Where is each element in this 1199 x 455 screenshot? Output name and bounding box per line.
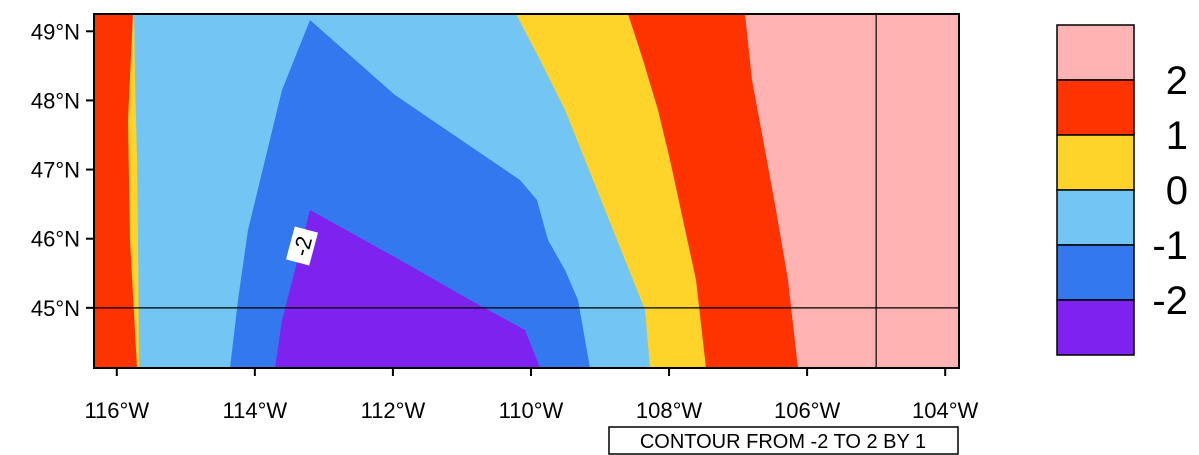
latitude-tick-label: 47°N xyxy=(31,158,80,183)
plot-frame xyxy=(93,13,960,369)
contour-fill-layer xyxy=(94,14,959,368)
legend-swatch xyxy=(1056,79,1135,136)
longitude-tick-label: 110°W xyxy=(499,398,564,423)
contour-info-box: CONTOUR FROM -2 TO 2 BY 1 xyxy=(608,426,959,455)
latitude-tick-label: 48°N xyxy=(31,88,80,113)
contour-label-box xyxy=(286,226,318,266)
legend-swatch xyxy=(1056,189,1135,246)
contour-info-text: CONTOUR FROM -2 TO 2 BY 1 xyxy=(640,431,926,453)
longitude-tick-label: 116°W xyxy=(84,398,149,423)
legend-level-label: 2 xyxy=(1166,59,1188,103)
legend-swatch xyxy=(1056,299,1135,356)
latitude-tick-label: 45°N xyxy=(31,296,80,321)
longitude-tick-label: 114°W xyxy=(223,398,288,423)
legend-level-label: 1 xyxy=(1166,114,1188,158)
contour-band-west-red xyxy=(94,14,137,368)
color-legend: 2 1 0 -1 -2 xyxy=(1056,24,1188,356)
longitude-tick-label: 104°W xyxy=(912,398,979,423)
legend-level-label: -2 xyxy=(1152,279,1188,323)
legend-swatch xyxy=(1056,134,1135,191)
legend-swatch xyxy=(1056,24,1135,81)
latitude-tick-label: 49°N xyxy=(31,19,80,44)
longitude-tick-label: 112°W xyxy=(361,398,426,423)
legend-level-label: 0 xyxy=(1166,169,1188,213)
longitude-tick-label: 106°W xyxy=(774,398,841,423)
contour-band-minus2-to-minus1-core xyxy=(275,210,540,368)
longitude-axis: 116°W 114°W 112°W 110°W 108°W 106°W 104°W xyxy=(84,368,979,423)
legend-level-label: -1 xyxy=(1152,224,1188,268)
latitude-tick-label: 46°N xyxy=(31,227,80,252)
reference-lines xyxy=(94,14,959,368)
longitude-tick-label: 108°W xyxy=(636,398,703,423)
contour-info-frame xyxy=(608,426,959,455)
contour-line-label: -2 xyxy=(286,226,318,266)
legend-swatch xyxy=(1056,244,1135,301)
latitude-axis: 49°N 48°N 47°N 46°N 45°N xyxy=(31,19,94,321)
